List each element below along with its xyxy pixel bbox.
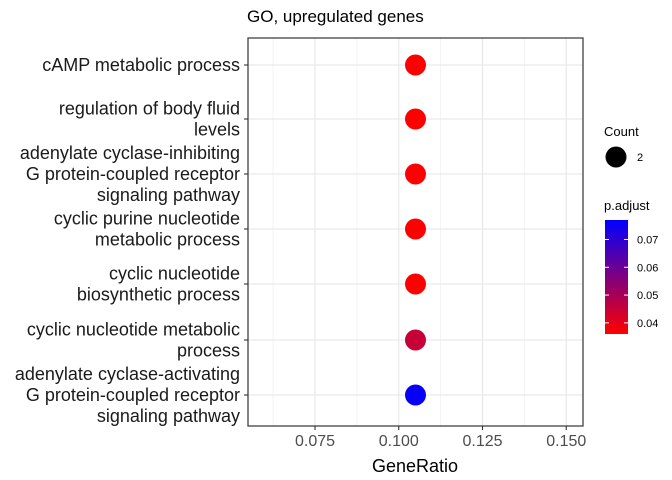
plot-panel — [247, 37, 584, 427]
colorbar-tick-label: 0.05 — [637, 290, 658, 302]
y-tick-label: cAMP metabolic process — [42, 55, 240, 75]
legend-padjust-title: p.adjust — [604, 198, 650, 213]
legend-count-label: 2 — [637, 152, 643, 164]
colorbar-tick-label: 0.06 — [637, 262, 658, 274]
y-axis-labels: cAMP metabolic process regulation of body… — [15, 55, 248, 426]
legend-count-title: Count — [604, 124, 639, 139]
x-axis-title: GeneRatio — [372, 456, 458, 476]
data-point — [405, 384, 426, 406]
data-point — [405, 273, 426, 295]
legend-count-swatch — [605, 146, 627, 168]
x-tick-label: 0.150 — [546, 433, 586, 450]
y-tick-label: cyclic nucleotide biosynthetic process — [77, 264, 240, 305]
y-tick-label: adenylate cyclase-inhibiting G protein-co… — [20, 143, 240, 205]
y-tick-label: regulation of body fluid levels — [59, 99, 240, 140]
y-tick-label: adenylate cyclase-activating G protein-co… — [15, 364, 240, 426]
legend-padjust-colorbar — [605, 220, 628, 334]
legend-padjust-ticks: 0.04 0.05 0.06 0.07 — [605, 234, 658, 330]
y-tick-label: cyclic nucleotide metabolic process — [27, 320, 240, 361]
x-tick-label: 0.125 — [462, 433, 502, 450]
panel-border — [247, 37, 584, 427]
colorbar-tick-label: 0.04 — [637, 318, 658, 330]
chart-title: GO, upregulated genes — [247, 7, 424, 26]
x-axis: 0.075 0.100 0.125 0.150 — [295, 426, 586, 450]
data-point — [405, 54, 426, 76]
data-point — [405, 163, 426, 185]
data-points — [405, 54, 426, 406]
data-point — [405, 218, 426, 240]
y-tick-label: cyclic purine nucleotide metabolic proces… — [54, 209, 240, 250]
colorbar-tick-label: 0.07 — [637, 234, 658, 246]
x-tick-label: 0.100 — [379, 433, 419, 450]
x-tick-label: 0.075 — [295, 433, 335, 450]
data-point — [405, 329, 426, 351]
legend: Count 2 p.adjust 0.04 0.05 0.06 0.07 — [604, 124, 658, 334]
data-point — [405, 108, 426, 130]
